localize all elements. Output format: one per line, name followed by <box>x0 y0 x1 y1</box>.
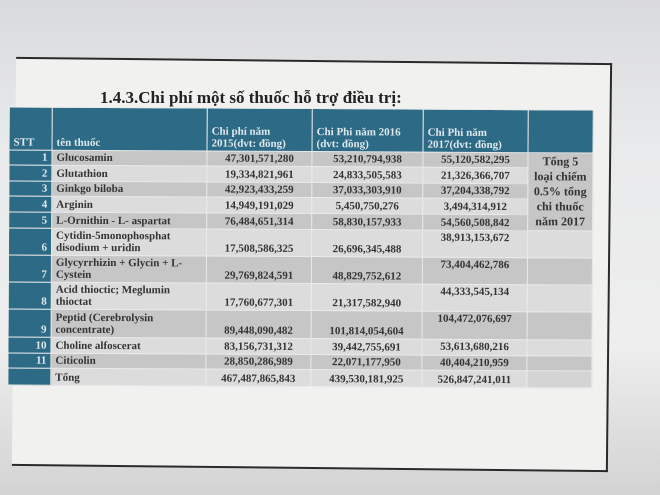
cost-2016: 37,033,303,910 <box>311 182 423 199</box>
total-label: Tổng <box>50 368 206 387</box>
empty-note-cell <box>526 339 593 357</box>
header-2017: Chi Phi năm 2017(dvt: đồng) <box>423 109 529 153</box>
cost-2016: 48,829,752,612 <box>311 256 423 285</box>
cost-2017: 55,120,582,295 <box>422 152 528 169</box>
cost-2016: 22,071,177,950 <box>310 354 422 371</box>
drug-name: Citicolin <box>50 353 206 370</box>
drug-name: Glycyrrhizin + Glycin + L-Cystein <box>51 255 207 284</box>
cost-2016: 39,442,755,691 <box>310 338 423 356</box>
row-stt: 3 <box>8 180 52 197</box>
total-stt <box>7 367 51 386</box>
cost-2017: 3,494,314,912 <box>422 198 528 215</box>
cost-2015: 29,769,824,591 <box>206 256 312 284</box>
row-stt: 8 <box>8 281 52 310</box>
cost-2015: 28,850,286,989 <box>205 354 311 370</box>
row-stt: 7 <box>8 254 52 283</box>
drug-name: Ginkgo biloba <box>51 180 207 198</box>
cost-2015: 19,334,821,961 <box>206 166 312 183</box>
cost-2016: 24,833,505,583 <box>311 166 423 183</box>
cost-2017: 54,560,508,842 <box>422 213 528 231</box>
table-row: 9 Peptid (Cerebrolysin concentrate) 89,448… <box>8 308 593 341</box>
header-drug-name: tên thuốc <box>52 107 208 152</box>
drug-name: Acid thioctic; Meglumin thioctat <box>51 282 207 311</box>
empty-note-cell <box>527 257 593 286</box>
section-title: 1.4.3.Chi phí một số thuốc hỗ trợ điều t… <box>100 88 402 107</box>
cost-2016: 26,696,345,488 <box>311 229 423 258</box>
row-stt: 9 <box>8 308 52 338</box>
row-stt: 4 <box>8 196 52 212</box>
table-row: 8 Acid thioctic; Meglumin thioctat 17,760,… <box>8 281 593 313</box>
drug-name: Arginin <box>51 196 207 213</box>
empty-note-cell <box>527 284 593 313</box>
row-stt: 11 <box>7 352 51 369</box>
cost-2015: 76,484,651,314 <box>206 212 312 230</box>
total-2016: 439,530,181,925 <box>310 369 422 388</box>
header-stt: STT <box>9 106 53 151</box>
cost-2015: 42,923,433,259 <box>206 181 312 198</box>
cost-2015: 47,301,571,280 <box>206 151 313 167</box>
table-row: 6 Cytidin-5monophosphat disodium + uridin… <box>8 227 593 259</box>
cost-2017: 53,613,680,216 <box>421 339 528 356</box>
drug-name: Choline alfoscerat <box>50 337 207 355</box>
header-2016: Chi Phi năm 2016 (dvt: đồng) <box>312 108 424 153</box>
drug-name: Peptid (Cerebrolysin concentrate) <box>51 309 207 339</box>
total-row: Tổng 467,487,865,843 439,530,181,925 526,84… <box>7 367 592 389</box>
row-stt: 6 <box>8 227 52 256</box>
cost-2017: 21,326,366,707 <box>422 167 528 184</box>
cost-2017: 37,204,338,792 <box>422 182 528 199</box>
drug-name: Cytidin-5monophosphat disodium + uridin <box>51 228 207 257</box>
cost-2015: 83,156,731,312 <box>205 338 312 355</box>
header-note <box>527 109 594 154</box>
note-cell: Tổng 5 loại chiếm 0.5% tổng chi thuốc nă… <box>527 152 593 232</box>
cost-2017: 38,913,153,672 <box>422 230 528 258</box>
cost-2016: 58,830,157,933 <box>311 213 423 231</box>
cost-2015: 14,949,191,029 <box>206 197 312 214</box>
empty-note-cell <box>526 355 592 372</box>
drug-name: L-Ornithin - L- aspartat <box>51 211 207 230</box>
cost-2016: 53,210,794,938 <box>311 151 424 168</box>
table-header: STT tên thuốc Chi phí năm 2015(dvt: đồng… <box>9 106 594 154</box>
total-2017: 526,847,241,011 <box>421 370 527 388</box>
cost-2017: 44,333,545,134 <box>422 284 528 312</box>
cost-2016: 21,317,582,940 <box>311 283 423 312</box>
row-stt: 2 <box>8 165 52 181</box>
table-row: 7 Glycyrrhizin + Glycin + L-Cystein 29,769… <box>8 254 593 286</box>
drug-name: Glucosamin <box>51 150 208 167</box>
drug-cost-table: STT tên thuốc Chi phí năm 2015(dvt: đồng… <box>7 106 594 389</box>
empty-note-cell <box>527 230 593 259</box>
total-note <box>526 370 592 389</box>
row-stt: 10 <box>7 336 52 354</box>
total-2015: 467,487,865,843 <box>205 369 311 387</box>
header-2015: Chi phí năm 2015(dvt: đồng) <box>207 108 313 152</box>
cost-2016: 5,450,750,276 <box>311 197 423 214</box>
cost-2015: 17,508,586,325 <box>206 229 312 257</box>
row-stt: 5 <box>8 211 52 229</box>
cost-2017: 104,472,076,697 <box>422 311 528 340</box>
cost-2017: 73,404,462,786 <box>422 257 528 285</box>
row-stt: 1 <box>8 149 53 166</box>
empty-note-cell <box>527 311 593 341</box>
cost-2016: 101,814,054,604 <box>311 310 423 340</box>
cost-2015: 17,760,677,301 <box>206 283 312 311</box>
drug-name: Glutathion <box>51 165 207 182</box>
cost-2017: 40,404,210,959 <box>421 355 527 371</box>
cost-2015: 89,448,090,482 <box>206 310 312 339</box>
